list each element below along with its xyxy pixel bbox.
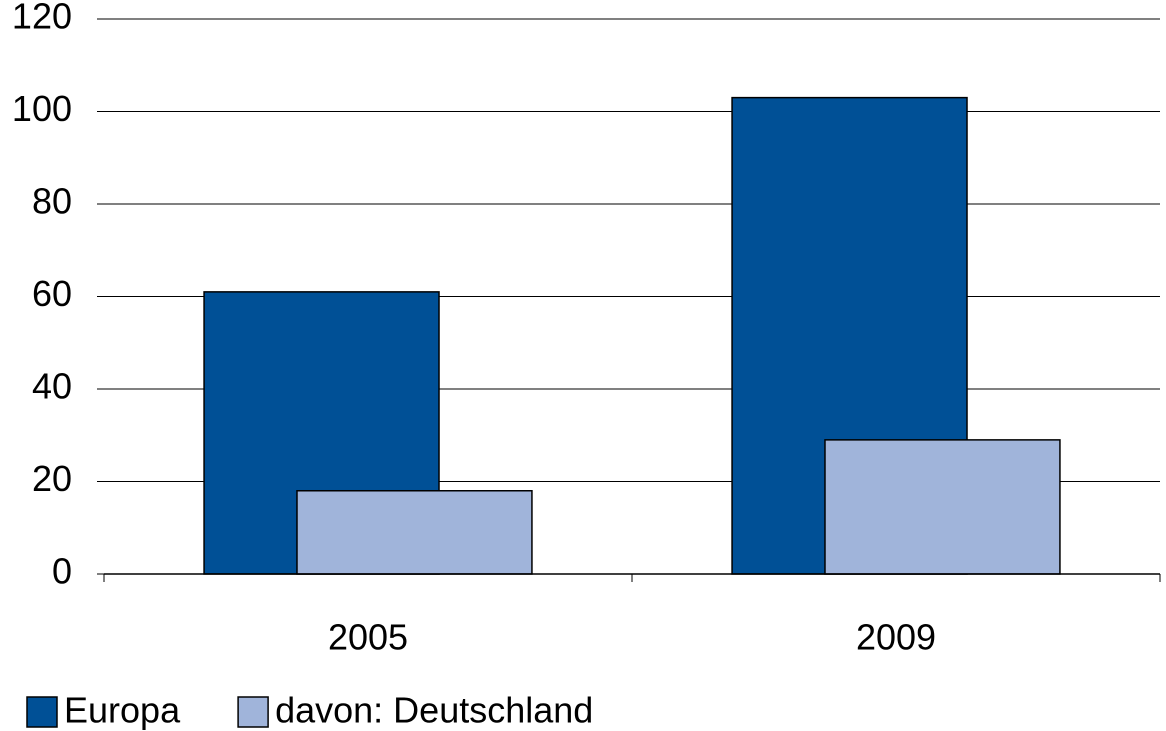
y-tick-label: 120 [12,0,72,37]
legend-swatch [237,696,269,728]
bar [824,439,1061,575]
y-tick-label: 40 [32,366,72,407]
y-tick-label: 20 [32,458,72,499]
legend-swatch [26,696,58,728]
y-tick-label: 60 [32,273,72,314]
bar [296,490,533,575]
y-tick-label: 0 [52,551,72,592]
legend-label: davon: Deutschland [275,690,593,731]
y-tick-label: 80 [32,181,72,222]
legend-label: Europa [64,690,181,731]
y-tick-label: 100 [12,88,72,129]
x-tick-label: 2009 [856,617,936,658]
x-tick-label: 2005 [328,617,408,658]
